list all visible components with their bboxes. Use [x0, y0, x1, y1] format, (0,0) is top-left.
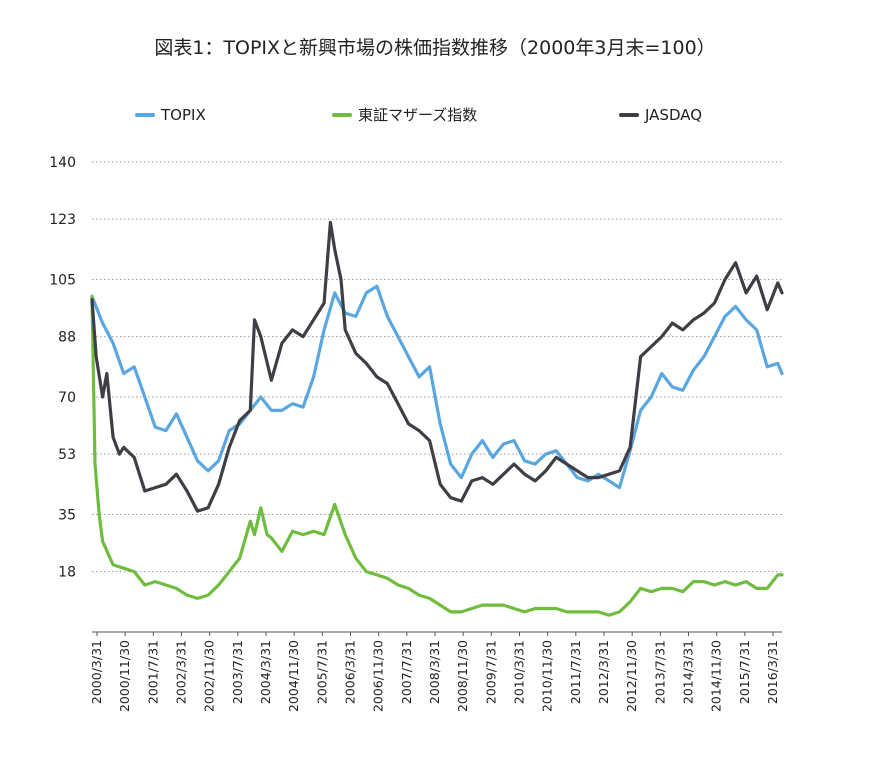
- y-tick-label: 88: [58, 330, 76, 346]
- series-line-1: [90, 294, 784, 617]
- legend: TOPIX 東証マザーズ指数 JASDAQ: [135, 106, 702, 124]
- y-tick-label: 18: [58, 565, 76, 581]
- x-tick-label: 2016/3/31: [765, 640, 780, 704]
- series-line-2: [90, 220, 784, 513]
- x-tick-label: 2001/7/31: [145, 640, 160, 704]
- gridlines: [92, 161, 782, 573]
- y-tick-label: 70: [58, 390, 76, 406]
- y-tick-label: 140: [49, 155, 76, 171]
- x-tick-label: 2008/3/31: [427, 640, 442, 704]
- series-lines: [90, 220, 784, 617]
- y-tick-label: 53: [58, 447, 76, 463]
- series-line-0: [90, 284, 784, 490]
- x-tick-label: 2013/7/31: [652, 640, 667, 704]
- x-tick-label: 2006/3/31: [343, 640, 358, 704]
- x-tick-label: 2006/11/30: [371, 640, 386, 712]
- x-tick-label: 2005/7/31: [314, 640, 329, 704]
- x-tick-label: 2004/11/30: [286, 640, 301, 712]
- legend-label-1: 東証マザーズ指数: [358, 106, 477, 124]
- x-tick-label: 2007/7/31: [399, 640, 414, 704]
- y-tick-label: 35: [58, 508, 76, 524]
- legend-label-0: TOPIX: [160, 106, 206, 124]
- y-axis-ticks: 140 123 105 88 70 53 35 18: [49, 155, 76, 581]
- x-tick-label: 2004/3/31: [258, 640, 273, 704]
- y-tick-label: 123: [49, 212, 76, 228]
- x-tick-label: 2003/7/31: [230, 640, 245, 704]
- x-tick-label: 2002/3/31: [174, 640, 189, 704]
- chart-title: 図表1：TOPIXと新興市場の株価指数推移（2000年3月末=100）: [154, 37, 715, 59]
- x-tick-label: 2014/3/31: [681, 640, 696, 704]
- x-tick-label: 2011/7/31: [568, 640, 583, 704]
- x-axis-ticks: 2000/3/31 2000/11/30 2001/7/31 2002/3/31 200…: [89, 632, 780, 712]
- x-tick-label: 2012/11/30: [624, 640, 639, 712]
- x-tick-label: 2000/3/31: [89, 640, 104, 704]
- x-tick-label: 2009/7/31: [483, 640, 498, 704]
- x-tick-label: 2014/11/30: [709, 640, 724, 712]
- x-tick-label: 2008/11/30: [455, 640, 470, 712]
- y-tick-label: 105: [49, 273, 76, 289]
- x-tick-label: 2010/11/30: [540, 640, 555, 712]
- legend-label-2: JASDAQ: [644, 106, 702, 124]
- x-tick-label: 2010/3/31: [512, 640, 527, 704]
- x-tick-label: 2015/7/31: [737, 640, 752, 704]
- x-tick-label: 2000/11/30: [117, 640, 132, 712]
- x-tick-label: 2002/11/30: [202, 640, 217, 712]
- x-tick-label: 2012/3/31: [596, 640, 611, 704]
